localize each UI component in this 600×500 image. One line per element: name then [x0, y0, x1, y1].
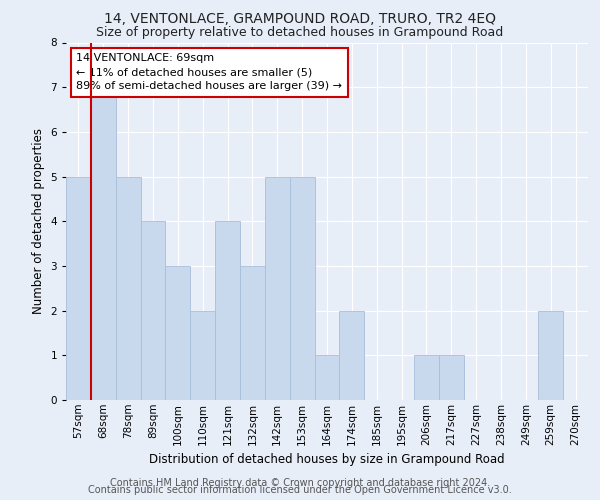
Y-axis label: Number of detached properties: Number of detached properties: [32, 128, 45, 314]
Bar: [265, 176, 290, 400]
Bar: [116, 176, 140, 400]
Text: 14, VENTONLACE, GRAMPOUND ROAD, TRURO, TR2 4EQ: 14, VENTONLACE, GRAMPOUND ROAD, TRURO, T…: [104, 12, 496, 26]
X-axis label: Distribution of detached houses by size in Grampound Road: Distribution of detached houses by size …: [149, 453, 505, 466]
Bar: [91, 87, 116, 400]
Bar: [314, 356, 340, 400]
Bar: [414, 356, 439, 400]
Text: Size of property relative to detached houses in Grampound Road: Size of property relative to detached ho…: [97, 26, 503, 39]
Bar: [66, 176, 91, 400]
Bar: [538, 310, 563, 400]
Text: 14 VENTONLACE: 69sqm
← 11% of detached houses are smaller (5)
89% of semi-detach: 14 VENTONLACE: 69sqm ← 11% of detached h…: [76, 53, 343, 91]
Bar: [290, 176, 314, 400]
Bar: [215, 221, 240, 400]
Bar: [166, 266, 190, 400]
Bar: [340, 310, 364, 400]
Text: Contains HM Land Registry data © Crown copyright and database right 2024.: Contains HM Land Registry data © Crown c…: [110, 478, 490, 488]
Text: Contains public sector information licensed under the Open Government Licence v3: Contains public sector information licen…: [88, 485, 512, 495]
Bar: [190, 310, 215, 400]
Bar: [140, 221, 166, 400]
Bar: [439, 356, 464, 400]
Bar: [240, 266, 265, 400]
